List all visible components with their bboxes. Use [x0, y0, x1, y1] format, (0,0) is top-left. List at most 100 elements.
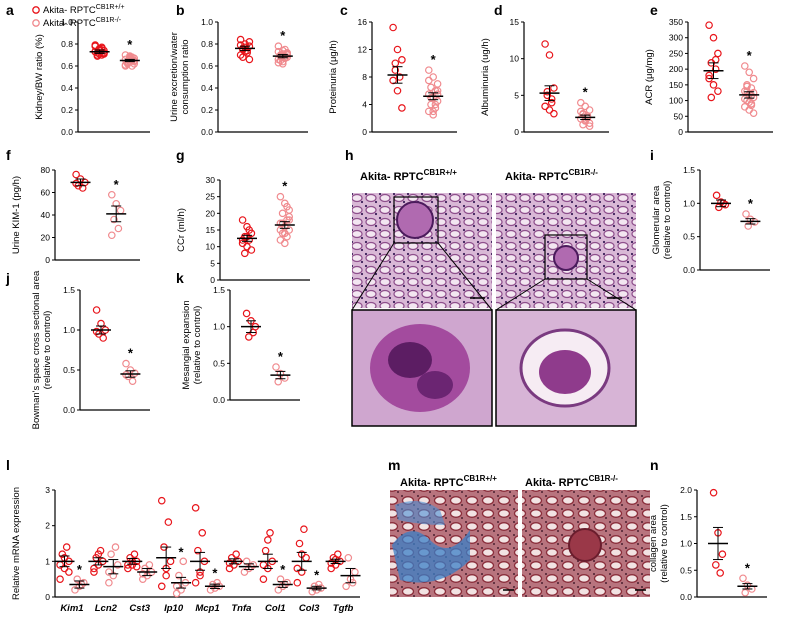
wt-point	[547, 98, 556, 107]
y-tick-label: 300	[669, 33, 683, 43]
y-tick-label: 12	[358, 45, 368, 55]
y-tick-label: 4	[362, 100, 367, 110]
ko-point	[128, 377, 137, 386]
wt-point	[261, 546, 270, 555]
wt-point	[393, 86, 402, 95]
chart-ccr: 0 5 10 15 20 25 30 CCr (ml/h) *	[176, 175, 310, 285]
significance-star: *	[212, 566, 218, 581]
significance-star: *	[745, 560, 751, 575]
significance-star: *	[127, 37, 133, 52]
panel-label-e: e	[650, 2, 658, 18]
wt-point	[238, 216, 247, 224]
ko-point	[743, 82, 751, 91]
ko-point	[276, 192, 285, 201]
significance-star: *	[280, 28, 286, 43]
significance-star: *	[747, 48, 753, 63]
ko-point	[242, 557, 251, 566]
y-tick-label: 0.8	[61, 39, 73, 49]
y-tick-label: 0.0	[680, 592, 692, 602]
y-axis-label: Glomerular area(relative to control)	[651, 181, 673, 260]
panel-label-k: k	[176, 270, 184, 286]
wt-point	[164, 518, 173, 526]
y-tick-label: 0	[210, 275, 215, 285]
y-tick-label: 0.6	[201, 61, 213, 71]
wt-point	[225, 559, 234, 567]
ko-point	[744, 222, 753, 230]
y-tick-label: 16	[358, 17, 368, 27]
chart-glomerular-area: 0.0 0.5 1.0 1.5 Glomerular area(relative to …	[651, 165, 770, 275]
ko-point	[122, 359, 130, 368]
ko-point	[749, 88, 758, 97]
y-tick-label: 250	[669, 48, 683, 58]
wt-point	[550, 109, 558, 118]
wt-point	[196, 571, 204, 580]
ko-point	[131, 369, 139, 378]
wt-point	[395, 73, 404, 81]
panel-label-b: b	[176, 2, 185, 18]
micrograph-m-left-title: Akita- RPTCCB1R+/+	[400, 474, 497, 489]
ko-point	[576, 98, 585, 107]
wt-point	[198, 528, 207, 537]
y-tick-label: 100	[669, 96, 683, 106]
ko-point	[280, 229, 289, 238]
y-axis-label: Albuminuria (ug/h)	[480, 38, 491, 116]
ko-point	[427, 93, 435, 102]
ko-point	[138, 570, 147, 578]
wt-point	[718, 550, 727, 559]
ko-point	[278, 209, 287, 218]
y-tick-label: 0	[514, 127, 519, 137]
panel-label-c: c	[340, 2, 348, 18]
y-tick-label: 0.0	[63, 405, 75, 415]
wt-point	[62, 543, 71, 551]
x-tick-label: Tgfb	[333, 603, 354, 614]
wt-point	[72, 170, 80, 179]
wt-point	[716, 569, 725, 577]
legend-marker-wt	[32, 6, 40, 14]
significance-star: *	[77, 562, 83, 577]
panel-label-a: a	[6, 2, 14, 18]
ko-point	[283, 202, 291, 211]
y-tick-label: 0.0	[683, 265, 695, 275]
wt-point	[162, 571, 170, 580]
wt-point	[157, 582, 166, 591]
significance-star: *	[179, 544, 185, 559]
y-tick-label: 2	[45, 521, 50, 531]
ko-point	[283, 578, 291, 587]
ko-point	[351, 568, 359, 576]
y-axis-label: Proteinuria (μg/h)	[328, 40, 339, 114]
x-tick-label: Lcn2	[95, 603, 118, 614]
wt-point	[714, 49, 722, 58]
y-tick-label: 0.5	[63, 365, 75, 375]
ko-point	[741, 588, 750, 597]
y-tick-label: 25	[206, 192, 216, 202]
y-tick-label: 3	[45, 485, 50, 495]
y-tick-label: 150	[669, 80, 683, 90]
ko-point	[749, 74, 758, 83]
y-tick-label: 1	[45, 556, 50, 566]
ko-point	[433, 86, 442, 95]
micrograph-h-right-title: Akita- RPTCCB1R-/-	[505, 168, 598, 183]
y-axis-label: Relative mRNA expression	[11, 487, 22, 600]
ko-point	[121, 62, 130, 70]
wt-point	[709, 81, 718, 89]
wt-point	[191, 504, 200, 512]
wt-point	[547, 95, 556, 103]
ko-point	[342, 582, 350, 591]
wt-point	[236, 35, 245, 44]
y-tick-label: 0	[45, 255, 50, 265]
ko-point	[175, 571, 183, 580]
ko-point	[111, 543, 120, 551]
wt-point	[99, 334, 108, 342]
y-tick-label: 15	[510, 17, 520, 27]
panel-letters: a b c d e f g h i j k l m n	[5, 2, 659, 473]
y-tick-label: 20	[206, 208, 216, 218]
ko-point	[427, 83, 435, 92]
wt-point	[398, 56, 406, 64]
micrograph-panel-h: Akita- RPTCCB1R+/+ Akita- RPTCCB1R-/-	[351, 168, 637, 427]
wt-point	[243, 242, 251, 251]
y-tick-label: 1.5	[683, 165, 695, 175]
wt-point	[714, 203, 723, 212]
ko-point	[145, 561, 154, 569]
wt-point	[705, 21, 713, 29]
significance-star: *	[114, 177, 120, 192]
